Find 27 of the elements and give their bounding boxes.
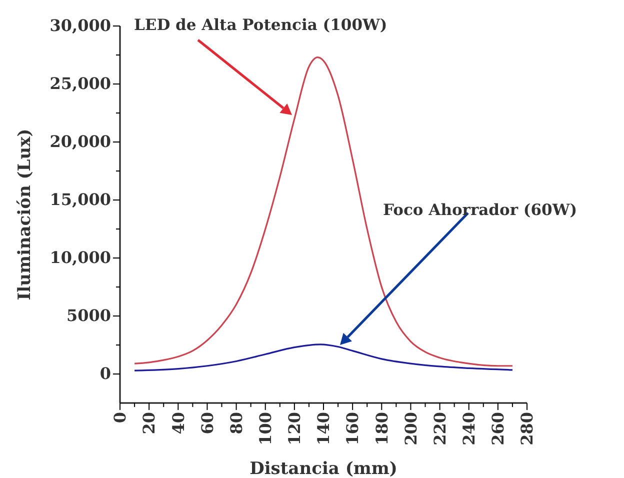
x-axis-title: Distancia (mm) [250, 459, 398, 478]
y-tick-label: 0 [100, 364, 111, 384]
x-tick-label: 240 [459, 412, 478, 446]
x-tick-label: 220 [430, 412, 450, 446]
y-tick-label: 10,000 [50, 248, 111, 268]
x-tick-label: 100 [256, 412, 275, 446]
x-tick-label: 260 [488, 412, 508, 446]
x-tick-label: 280 [518, 412, 537, 446]
y-tick-label: 30,000 [50, 16, 111, 36]
annotation: Foco Ahorrador (60W) [383, 200, 578, 219]
x-tick-label: 140 [314, 412, 334, 446]
x-tick-label: 80 [226, 412, 246, 434]
y-tick-label: 20,000 [50, 132, 111, 152]
x-tick-label: 40 [168, 412, 188, 434]
x-tick-label: 120 [285, 412, 304, 446]
x-tick-label: 20 [140, 412, 159, 434]
x-tick-label: 60 [198, 412, 217, 434]
y-tick-label: 25,000 [50, 74, 111, 94]
x-tick-label: 160 [343, 412, 362, 446]
y-tick-label: 15,000 [50, 190, 111, 210]
annotation: LED de Alta Potencia (100W) [134, 15, 388, 34]
x-tick-label: 0 [110, 412, 130, 424]
line-series [134, 344, 514, 372]
y-tick-label: 5000 [66, 306, 111, 326]
x-tick-label: 200 [401, 412, 420, 446]
y-axis-title: Iluminación (Lux) [15, 128, 35, 300]
x-tick-label: 180 [372, 412, 392, 446]
